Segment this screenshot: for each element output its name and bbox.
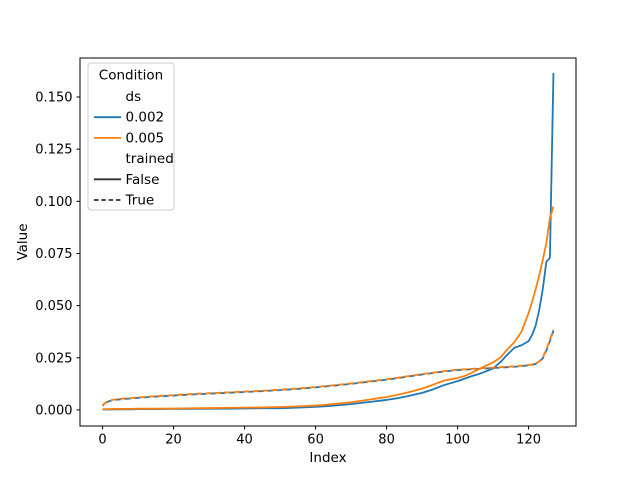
y-tick-label: 0.075 xyxy=(35,247,72,262)
legend-subtitle: ds xyxy=(126,89,142,105)
legend-subtitle: trained xyxy=(126,151,174,167)
y-tick-label: 0.025 xyxy=(35,351,72,366)
x-tick-label: 120 xyxy=(516,433,541,448)
series-line-2 xyxy=(102,206,555,411)
legend-label: 0.005 xyxy=(126,130,165,146)
x-axis-label: Index xyxy=(309,450,346,466)
y-tick-label: 0.125 xyxy=(35,143,72,158)
legend-label: False xyxy=(126,172,160,188)
y-axis-label: Value xyxy=(15,223,31,260)
x-tick-label: 80 xyxy=(378,433,395,448)
x-tick-label: 20 xyxy=(165,433,182,448)
y-tick-label: 0.000 xyxy=(35,403,72,418)
legend-box xyxy=(87,62,175,211)
y-tick-label: 0.150 xyxy=(35,91,72,106)
x-tick-label: 60 xyxy=(307,433,324,448)
legend-label: True xyxy=(125,193,155,209)
legend: Condition ds 0.002 0.005 trained False True xyxy=(87,62,175,211)
series-line-3 xyxy=(101,329,555,407)
axes-spines xyxy=(79,57,577,427)
y-tick-label: 0.050 xyxy=(35,299,72,314)
x-tick-label: 40 xyxy=(236,433,253,448)
series-line-1 xyxy=(101,330,555,407)
x-tick-label: 0 xyxy=(98,433,106,448)
legend-title: Condition xyxy=(99,68,163,84)
legend-label: 0.002 xyxy=(126,110,165,126)
x-tick-label: 100 xyxy=(445,433,470,448)
y-tick-label: 0.100 xyxy=(35,195,72,210)
